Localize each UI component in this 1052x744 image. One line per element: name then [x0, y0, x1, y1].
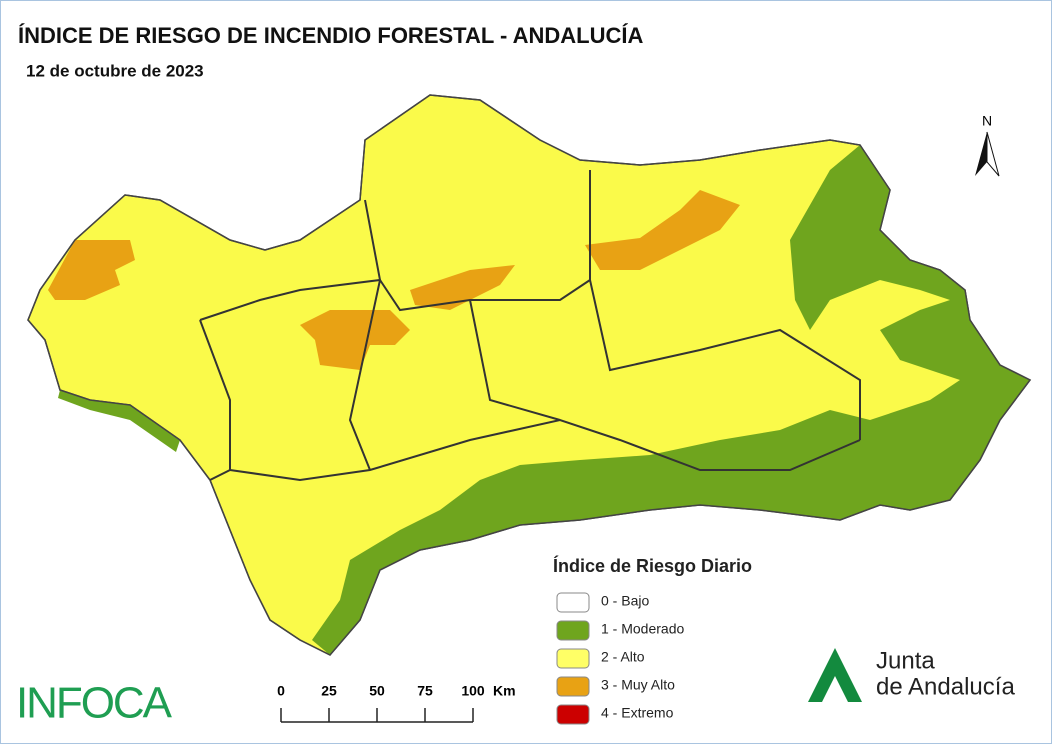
scale-label: 0 [277, 683, 285, 699]
region-moderate [312, 145, 1030, 655]
scale-bar: 0 25 50 75 100 Km [277, 683, 516, 723]
region-moderate [58, 390, 180, 452]
scale-label: 50 [369, 683, 385, 699]
border [589, 170, 861, 440]
junta-line: de Andalucía [876, 673, 1015, 700]
junta-logo: Junta de Andalucía [808, 647, 1015, 702]
junta-mark [808, 648, 862, 702]
border [469, 299, 561, 421]
scale-label: 100 [461, 683, 485, 699]
region-very-high [48, 240, 135, 300]
title: ÍNDICE DE RIESGO DE INCENDIO FORESTAL - … [18, 23, 644, 48]
border [199, 278, 591, 321]
scale-label: 75 [417, 683, 433, 699]
arrow-half [986, 131, 1000, 177]
legend-swatch [556, 676, 590, 697]
legend-swatch [556, 620, 590, 641]
legend-swatch [556, 648, 590, 669]
region-very-high [585, 190, 740, 270]
region-very-high [410, 265, 515, 310]
infoca-logo: INFOCA [16, 679, 173, 728]
legend: Índice de Riesgo Diario 0 - Bajo 1 - Mode… [553, 555, 752, 725]
north-label: N [982, 113, 992, 129]
border [348, 199, 382, 471]
subtitle: 12 de octubre de 2023 [26, 61, 204, 80]
legend-title: Índice de Riesgo Diario [553, 555, 752, 576]
scale-label: 25 [321, 683, 337, 699]
legend-label: 2 - Alto [601, 649, 645, 665]
border [199, 319, 231, 481]
map [27, 94, 1032, 656]
junta-line: Junta [876, 647, 935, 674]
legend-label: 3 - Muy Alto [601, 677, 675, 693]
arrow-half [975, 132, 987, 176]
legend-label: 1 - Moderado [601, 621, 684, 637]
outline [27, 94, 1032, 656]
legend-swatch [556, 704, 590, 725]
north-arrow: N [975, 113, 1000, 177]
legend-swatch [556, 592, 590, 613]
region-very-high [300, 310, 410, 370]
legend-label: 0 - Bajo [601, 593, 649, 609]
legend-label: 4 - Extremo [601, 705, 674, 721]
province-borders [199, 170, 861, 482]
scale-unit: Km [493, 683, 516, 699]
